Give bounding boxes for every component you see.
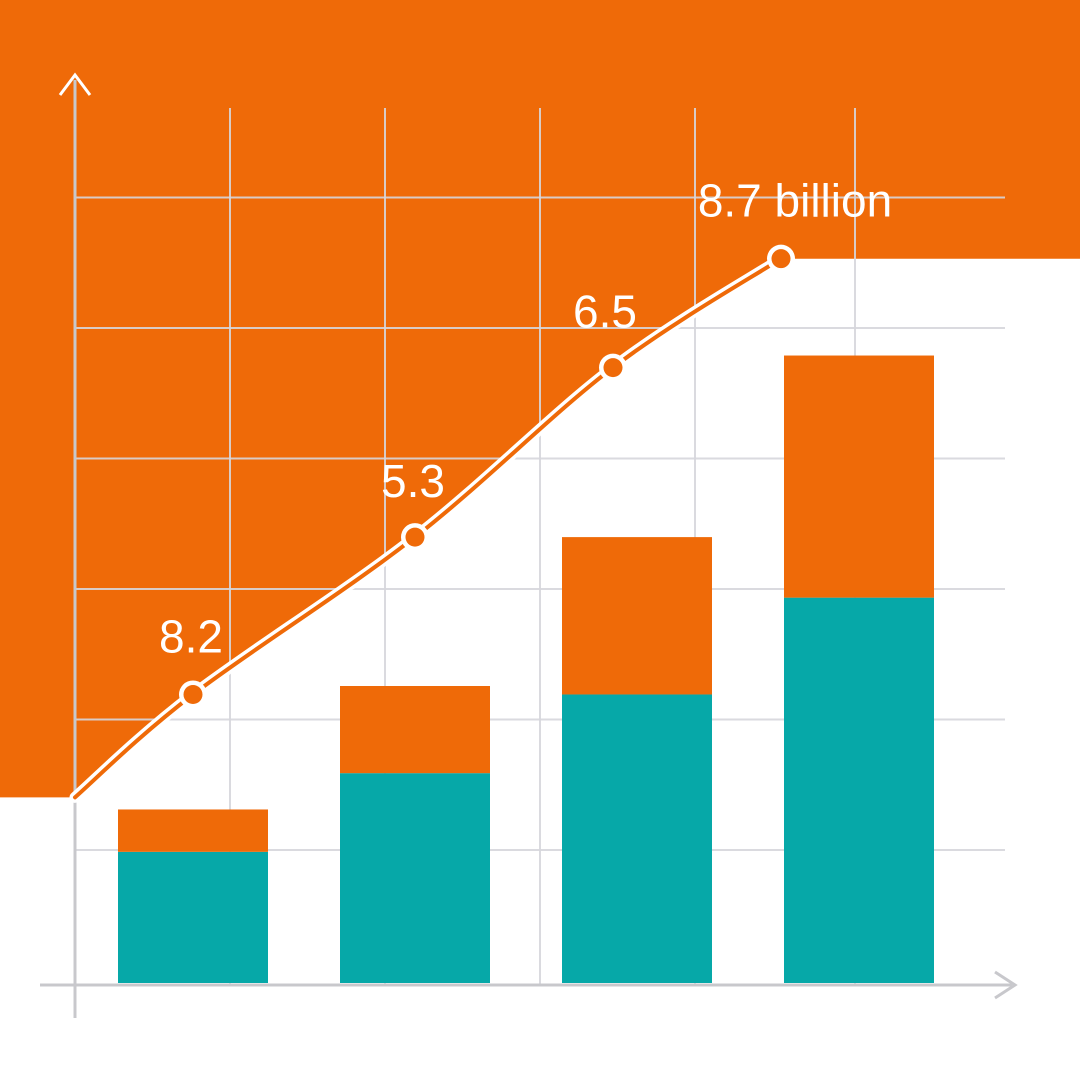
point-label: 6.5 <box>573 286 637 338</box>
x-axis-arrow <box>994 970 1018 1000</box>
trend-point <box>183 684 203 704</box>
y-axis-arrow <box>58 72 92 96</box>
axes <box>40 72 1018 1018</box>
bar-segment-top <box>784 355 934 598</box>
bars <box>118 355 934 983</box>
bar-segment-top <box>340 686 490 774</box>
bar-segment-base <box>340 773 490 983</box>
bar-segment-top <box>118 809 268 852</box>
point-label: 5.3 <box>381 455 445 507</box>
point-label: 8.7 billion <box>698 175 892 227</box>
bar-segment-base <box>784 597 934 983</box>
point-label: 8.2 <box>159 610 223 662</box>
trend-point <box>405 527 425 547</box>
point-labels: 8.2 5.3 6.5 8.7 billion <box>159 175 892 663</box>
trend-point <box>603 358 623 378</box>
bar-segment-base <box>562 694 712 983</box>
trend-line <box>69 244 795 803</box>
bar-segment-top <box>562 537 712 695</box>
bar-segment-base <box>118 851 268 983</box>
trend-point <box>771 249 791 269</box>
